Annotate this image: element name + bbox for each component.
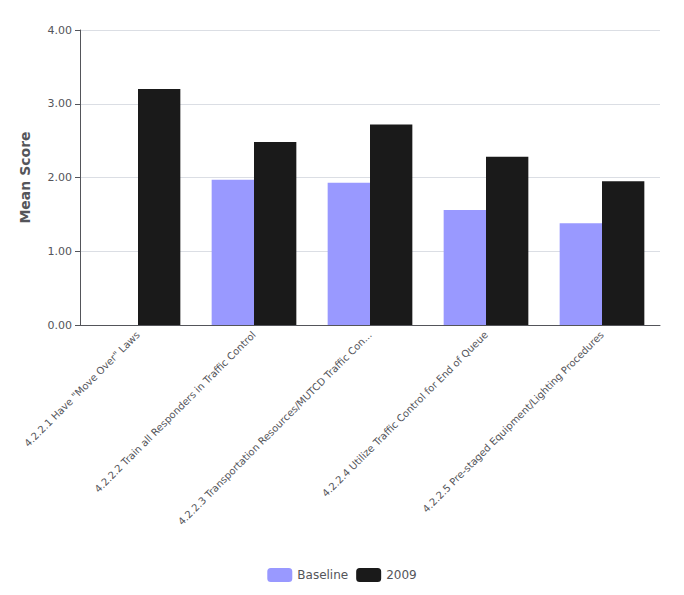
svg-text:0.00: 0.00 [48,319,73,332]
svg-text:Mean Score: Mean Score [17,131,33,223]
svg-text:4.2.2.2 Train all Responders i: 4.2.2.2 Train all Responders in Traffic … [92,329,258,495]
svg-text:4.2.2.4 Utilize Traffic Contro: 4.2.2.4 Utilize Traffic Control for End … [320,329,490,499]
svg-text:3.00: 3.00 [48,97,73,110]
svg-text:Baseline: Baseline [297,568,348,582]
svg-text:1.00: 1.00 [48,245,73,258]
svg-text:4.2.2.5 Pre-staged Equipment/L: 4.2.2.5 Pre-staged Equipment/Lighting Pr… [420,329,605,514]
svg-text:2009: 2009 [386,568,417,582]
svg-text:4.00: 4.00 [48,24,73,37]
svg-text:4.2.2.3 Transportation Resourc: 4.2.2.3 Transportation Resources/MUTCD T… [176,329,374,527]
svg-text:4.2.2.1 Have "Move Over" Laws: 4.2.2.1 Have "Move Over" Laws [22,329,142,449]
svg-text:2.00: 2.00 [48,171,73,184]
